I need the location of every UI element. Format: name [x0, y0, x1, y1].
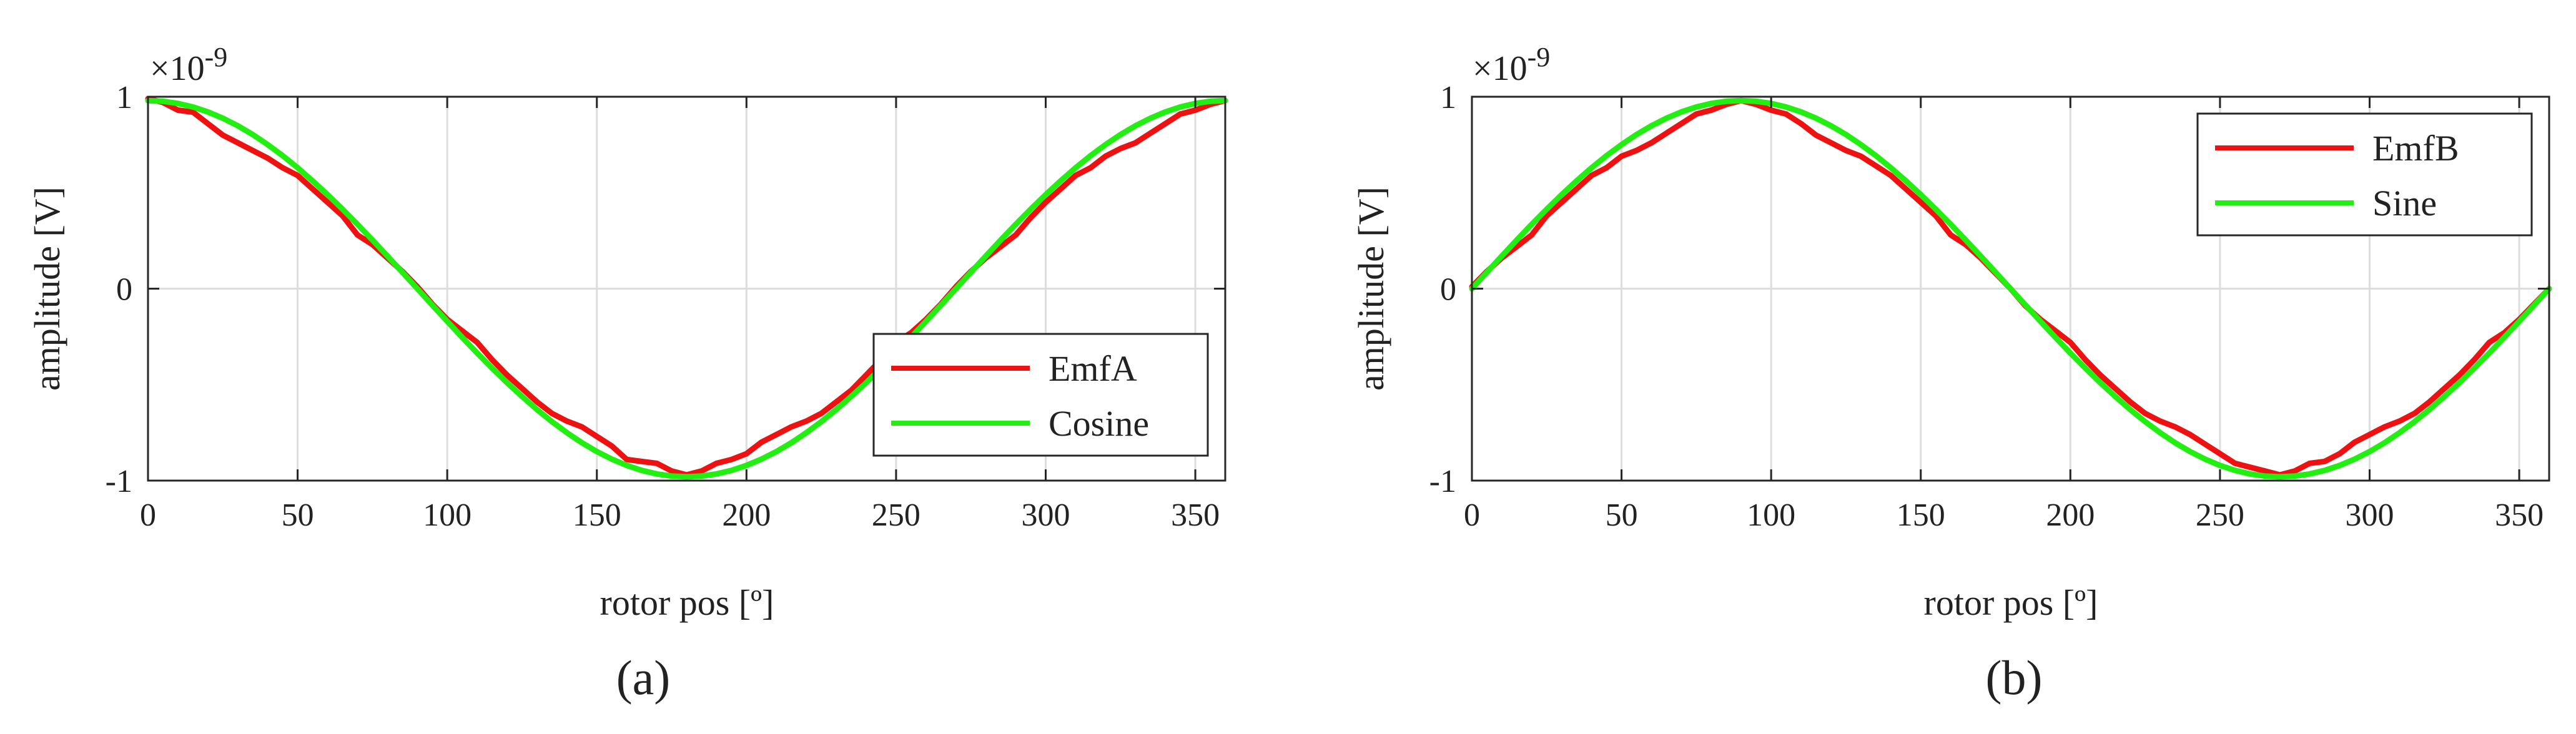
series-lines: [1469, 97, 2552, 480]
x-tick-label: 350: [2495, 497, 2544, 533]
y-multiplier-exponent: -9: [205, 42, 228, 72]
x-axis-label: rotor pos [º]: [600, 582, 774, 623]
chart-panel-b: 0 50 100 150 200 250 300 350 -101 ×10-9 rotor p…: [1351, 42, 2552, 705]
y-tick-labels: -1 0 1: [106, 80, 132, 499]
x-tick-label: 250: [2196, 497, 2244, 533]
tick-marks: [1471, 95, 2549, 482]
legend: EmfA Cosine: [872, 333, 1209, 457]
y-tick-label: -1: [106, 464, 132, 499]
y-tick-labels: -1 0 1: [1429, 80, 1456, 499]
y-tick-label: 1: [1440, 80, 1456, 115]
legend-label-sine: Sine: [2372, 183, 2437, 223]
legend: EmfB Sine: [2196, 112, 2533, 237]
y-multiplier-base: ×10: [150, 49, 205, 88]
legend-box: [2196, 112, 2533, 237]
y-tick-label: 1: [116, 80, 132, 115]
y-multiplier: ×10-9: [150, 42, 227, 88]
y-tick-label: 0: [116, 272, 132, 308]
x-tick-labels: 0 50 100 150 200 250 300 350: [1464, 497, 2544, 533]
tick-marks: [147, 95, 1225, 482]
y-tick-label: -1: [1429, 464, 1456, 499]
x-tick-label: 100: [423, 497, 471, 533]
legend-label-emfa: EmfA: [1049, 348, 1137, 389]
x-tick-label: 250: [872, 497, 920, 533]
y-tick-label: 0: [1440, 272, 1456, 308]
legend-label-emfb: EmfB: [2372, 128, 2459, 169]
x-tick-label: 0: [140, 497, 156, 533]
legend-label-cosine: Cosine: [1049, 403, 1149, 444]
x-tick-label: 100: [1747, 497, 1795, 533]
x-tick-label: 150: [1897, 497, 1945, 533]
x-tick-label: 200: [2046, 497, 2095, 533]
y-multiplier-exponent: -9: [1527, 42, 1551, 72]
series-lines: [145, 95, 1228, 480]
x-tick-label: 300: [2346, 497, 2394, 533]
x-tick-label: 300: [1022, 497, 1070, 533]
panel-caption: (b): [1986, 650, 2043, 705]
y-multiplier-base: ×10: [1473, 49, 1527, 88]
x-tick-label: 350: [1171, 497, 1220, 533]
x-tick-label: 0: [1464, 497, 1480, 533]
x-tick-label: 50: [282, 497, 314, 533]
series-line-sine: [1469, 97, 2552, 480]
y-axis-label: amplitude [V]: [27, 187, 67, 391]
y-axis-label: amplitude [V]: [1351, 187, 1391, 391]
legend-box: [872, 333, 1209, 457]
x-axis-label: rotor pos [º]: [1924, 582, 2098, 623]
panel-caption: (a): [616, 650, 671, 705]
x-tick-label: 50: [1606, 497, 1638, 533]
y-multiplier: ×10-9: [1473, 42, 1550, 88]
x-tick-labels: 0 50 100 150 200 250 300 350: [140, 497, 1220, 533]
chart-panel-a: 0 50 100 150 200 250 300 350 -101 ×10-9 rotor p…: [27, 42, 1228, 705]
x-tick-label: 150: [573, 497, 621, 533]
x-tick-label: 200: [722, 497, 771, 533]
series-line-cosine: [145, 97, 1228, 480]
